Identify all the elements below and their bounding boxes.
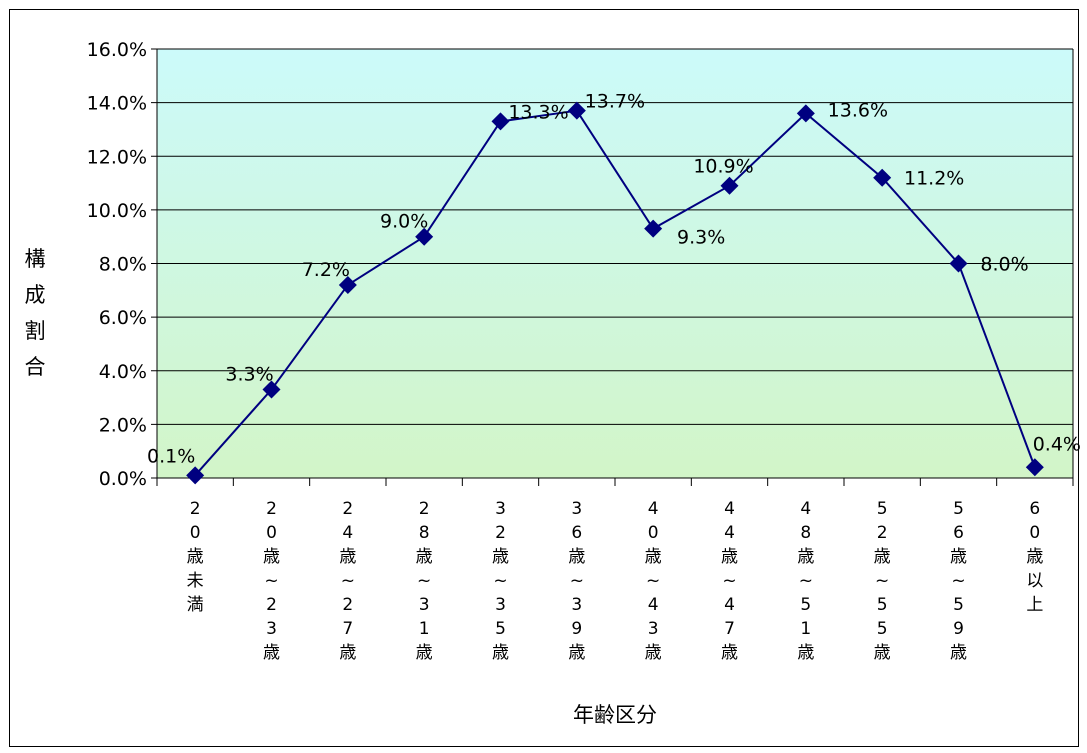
data-point-marker: [415, 227, 434, 246]
series-line-path: [194, 109, 1036, 476]
x-tick-label: 5 6 歳~ 5 9 歳: [950, 499, 967, 663]
data-label: 13.6%: [828, 99, 888, 121]
y-tick-label: 4.0%: [99, 361, 147, 383]
data-label: 0.4%: [1033, 433, 1081, 455]
data-label: 3.3%: [225, 364, 273, 386]
x-tick-label: 2 0 歳未満: [187, 499, 204, 615]
x-tick-label: 2 4 歳~ 2 7 歳: [339, 499, 356, 663]
y-tick-label: 2.0%: [99, 414, 147, 436]
data-point-marker: [796, 104, 815, 123]
data-label: 7.2%: [302, 259, 350, 281]
series-markers: [186, 101, 1044, 485]
x-axis-ticks: 2 0 歳未満 2 0 歳~ 2 3 歳 2 4 歳~ 2 7 歳 2 8 歳~ 3 1 歳 3 2 歳~ 3 5 歳 3 6 歳~ 3 9 歳…: [156, 478, 1074, 663]
data-point-marker: [338, 275, 357, 294]
data-point-marker: [720, 176, 739, 195]
data-label: 9.3%: [677, 227, 725, 249]
data-label: 13.7%: [585, 91, 645, 113]
data-point-marker: [567, 101, 586, 120]
x-tick-label: 6 0 歳以上: [1026, 499, 1043, 615]
data-point-marker: [262, 380, 281, 399]
data-label: 11.2%: [904, 168, 964, 190]
data-label: 0.1%: [147, 445, 195, 467]
series-line: [194, 109, 1036, 476]
y-axis-label: 構成割合: [25, 247, 46, 379]
x-tick-label: 5 2 歳~ 5 5 歳: [874, 499, 891, 663]
y-tick-label: 0.0%: [99, 468, 147, 490]
x-tick-label: 2 0 歳~ 2 3 歳: [263, 499, 280, 663]
y-tick-label: 6.0%: [99, 307, 147, 329]
data-point-marker: [186, 466, 205, 485]
x-tick-label: 2 8 歳~ 3 1 歳: [416, 499, 433, 663]
x-axis-label: 年齢区分: [573, 703, 657, 727]
x-tick-label: 4 8 歳~ 5 1 歳: [797, 499, 814, 663]
x-tick-label: 3 2 歳~ 3 5 歳: [492, 499, 509, 663]
data-point-marker: [949, 254, 968, 273]
data-point-marker: [491, 112, 510, 131]
x-tick-label: 4 0 歳~ 4 3 歳: [645, 499, 662, 663]
data-point-marker: [644, 219, 663, 238]
data-label: 13.3%: [508, 101, 568, 123]
data-point-marker: [1025, 458, 1044, 477]
data-labels: 0.1% 3.3% 7.2% 9.0% 13.3% 13.7% 9.3% 10.9% 13.6%…: [147, 91, 1081, 468]
y-tick-label: 14.0%: [87, 93, 147, 115]
data-label: 9.0%: [380, 211, 428, 233]
y-tick-label: 10.0%: [87, 200, 147, 222]
data-point-marker: [873, 168, 892, 187]
x-tick-label: 4 4 歳~ 4 7 歳: [721, 499, 738, 663]
data-label: 8.0%: [980, 254, 1028, 276]
y-axis-ticks: 0.0% 2.0% 4.0% 6.0% 8.0% 10.0% 12.0% 14.0% 16.0%: [87, 39, 157, 490]
x-tick-label: 3 6 歳~ 3 9 歳: [568, 499, 585, 663]
y-tick-label: 12.0%: [87, 146, 147, 168]
y-tick-label: 8.0%: [99, 254, 147, 276]
data-label: 10.9%: [693, 156, 753, 178]
gridlines: [156, 48, 1074, 479]
y-tick-label: 16.0%: [87, 39, 147, 61]
